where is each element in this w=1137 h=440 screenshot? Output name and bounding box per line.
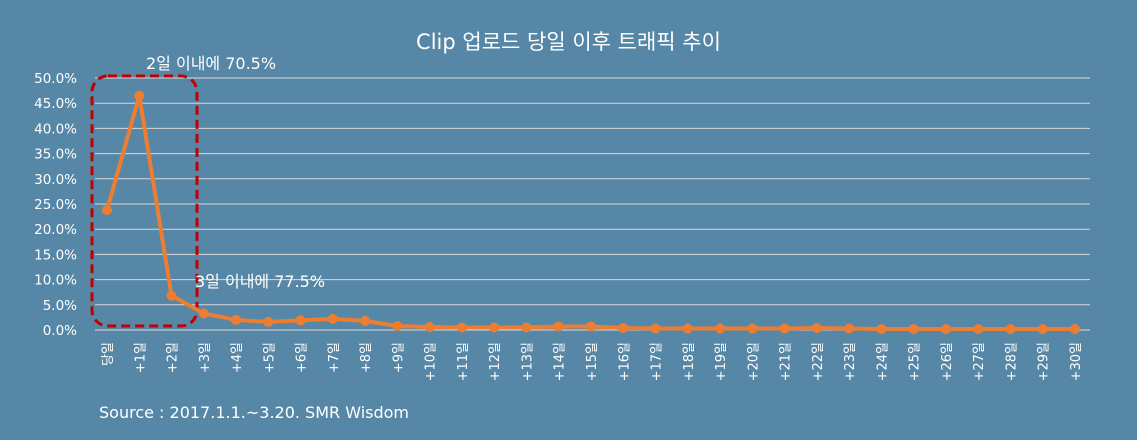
x-tick-label: +6일 <box>295 342 310 373</box>
x-tick-label: +22일 <box>811 342 826 381</box>
y-tick-label: 10.0% <box>34 273 77 289</box>
y-tick-label: 20.0% <box>34 222 77 238</box>
gridlines <box>95 77 1090 331</box>
x-tick-label: +7일 <box>327 342 342 373</box>
highlight-box <box>90 74 199 328</box>
chart-title: Clip 업로드 당일 이후 트래픽 추이 <box>416 30 721 54</box>
x-tick-label: +29일 <box>1037 342 1052 381</box>
y-tick-label: 40.0% <box>34 121 77 137</box>
data-point <box>327 313 338 324</box>
data-point <box>392 320 403 331</box>
y-tick-label: 35.0% <box>34 147 77 163</box>
x-tick-label: +30일 <box>1069 342 1084 381</box>
x-tick-label: +23일 <box>843 342 858 381</box>
data-point <box>295 315 306 326</box>
data-point <box>263 316 274 327</box>
x-tick-label: +12일 <box>488 342 503 381</box>
x-tick-label: +1일 <box>133 342 148 373</box>
x-tick-label: +28일 <box>1004 342 1019 381</box>
x-tick-label: +3일 <box>198 342 213 373</box>
data-point <box>876 323 887 334</box>
y-tick-label: 50.0% <box>34 71 77 87</box>
data-point <box>682 323 693 334</box>
annotation-three-day: 3일 이내에 77.5% <box>195 272 326 291</box>
data-point <box>198 308 209 319</box>
data-point <box>489 322 500 333</box>
data-point <box>908 323 919 334</box>
x-tick-label: +9일 <box>391 342 406 373</box>
x-tick-label: +14일 <box>553 342 568 381</box>
x-tick-label: +4일 <box>230 342 245 373</box>
y-tick-label: 5.0% <box>43 298 77 314</box>
y-tick-label: 30.0% <box>34 172 77 188</box>
data-point <box>231 314 242 325</box>
x-tick-label: +2일 <box>166 342 181 373</box>
series-line <box>105 93 1075 331</box>
data-point <box>424 321 435 332</box>
data-point <box>102 205 112 216</box>
data-point <box>715 323 726 334</box>
x-tick-label: +17일 <box>650 342 665 381</box>
x-tick-label: +8일 <box>359 342 374 373</box>
data-point-markers <box>102 90 1080 334</box>
y-tick-label: 45.0% <box>34 96 77 112</box>
data-point <box>553 321 564 332</box>
data-point <box>586 321 596 332</box>
source-note: Source : 2017.1.1.~3.20. SMR Wisdom <box>99 403 409 422</box>
data-point <box>521 322 532 333</box>
data-point <box>973 323 984 334</box>
data-point <box>134 90 145 101</box>
x-tick-label: 당일 <box>101 342 116 366</box>
y-tick-label: 25.0% <box>34 197 77 213</box>
annotation-two-day: 2일 이내에 70.5% <box>146 54 277 73</box>
x-tick-label: +13일 <box>520 342 535 381</box>
data-point <box>166 290 177 301</box>
data-point <box>1037 323 1048 334</box>
data-point <box>650 323 661 334</box>
x-tick-label: +26일 <box>940 342 955 381</box>
data-point <box>1070 323 1080 334</box>
y-axis-ticks: 0.0% 5.0% 10.0% 15.0% 20.0% 25.0% 30.0% 35.0% 40… <box>34 71 77 339</box>
y-tick-label: 0.0% <box>43 323 77 339</box>
x-tick-label: +15일 <box>585 342 600 381</box>
data-point <box>747 323 758 334</box>
data-point <box>940 323 951 334</box>
x-axis-ticks: 당일 +1일 +2일 +3일 +4일 +5일 +6일 +7일 +8일 +9일 +10일 +11일 +12… <box>101 342 1084 381</box>
x-tick-label: +5일 <box>262 342 277 373</box>
x-tick-label: +24일 <box>875 342 890 381</box>
x-tick-label: +16일 <box>617 342 632 381</box>
data-point <box>456 322 467 333</box>
y-tick-label: 15.0% <box>34 247 77 263</box>
x-tick-label: +18일 <box>682 342 697 381</box>
data-point <box>811 322 822 333</box>
x-tick-label: +19일 <box>714 342 729 381</box>
x-tick-label: +20일 <box>746 342 761 381</box>
data-point <box>360 315 371 326</box>
x-tick-label: +25일 <box>908 342 923 381</box>
data-point <box>844 323 855 334</box>
x-tick-label: +10일 <box>424 342 439 381</box>
data-point <box>1005 323 1016 334</box>
x-tick-label: +11일 <box>456 342 471 381</box>
data-point <box>618 322 629 333</box>
x-tick-label: +27일 <box>972 342 987 381</box>
data-point <box>779 323 790 334</box>
x-tick-label: +21일 <box>779 342 794 381</box>
